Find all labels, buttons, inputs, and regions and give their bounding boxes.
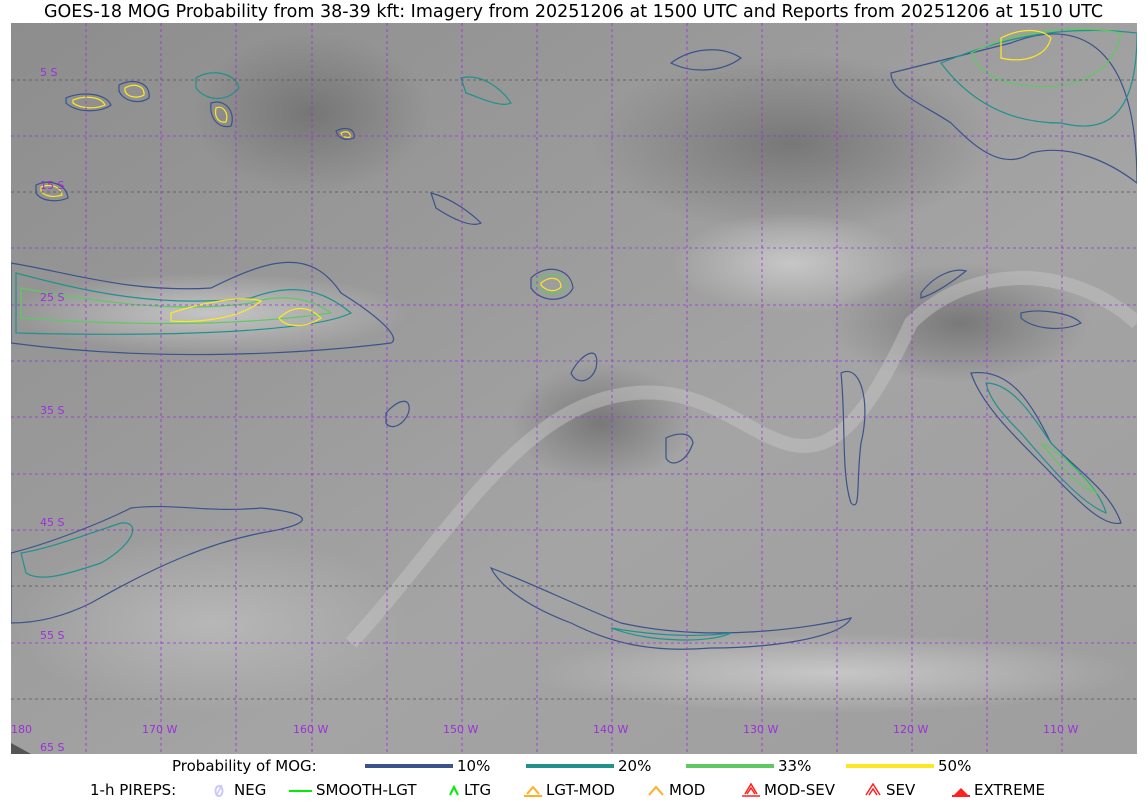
legend-label: SMOOTH-LGT (316, 781, 417, 799)
pirep-legend-label: 1-h PIREPS: (90, 781, 177, 799)
legend-label: MOD (669, 781, 706, 799)
mod-icon (648, 785, 664, 796)
legend-item-33: 33% (686, 755, 811, 777)
lon-label: 110 W (1043, 723, 1078, 736)
legend-item-50: 50% (846, 755, 971, 777)
mod-sev-icon (742, 782, 760, 797)
sev-icon (865, 782, 881, 796)
legend-item-lgt-mod: LGT-MOD (522, 779, 615, 801)
swatch (686, 764, 774, 768)
lon-label: 150 W (443, 723, 478, 736)
legend-label: 10% (457, 757, 491, 775)
legend-item-neg: NEG (210, 779, 266, 801)
lat-label: 65 S (40, 741, 64, 754)
legend-item-sev: SEV (862, 779, 915, 801)
smooth-lgt-icon (289, 790, 312, 792)
lat-labels: 5 S 15 S 25 S 35 S 45 S 55 S 65 S (40, 66, 64, 754)
legend-label: MOD-SEV (764, 781, 835, 799)
satellite-map: 180 170 W 160 W 150 W 140 W 130 W 120 W … (11, 23, 1137, 754)
lat-label: 15 S (40, 179, 64, 192)
lon-label: 130 W (743, 723, 778, 736)
swatch (526, 764, 614, 768)
lat-label: 55 S (40, 629, 64, 642)
lon-label: 140 W (593, 723, 628, 736)
neg-icon (214, 784, 224, 797)
lat-lon-grid (11, 23, 1137, 754)
lon-label: 120 W (893, 723, 928, 736)
ltg-icon (449, 784, 459, 796)
lon-label: 170 W (142, 723, 177, 736)
lgt-mod-icon (524, 785, 542, 797)
legend-label: LGT-MOD (546, 781, 615, 799)
pirep-legend: 1-h PIREPS: NEG SMOOTH-LGT LTG LGT-MOD M… (0, 779, 1147, 801)
legend-item-extreme: EXTREME (950, 779, 1045, 801)
legend-label: 50% (938, 757, 972, 775)
probability-legend: Probability of MOG: 10% 20% 33% 50% (0, 755, 1147, 777)
legend-label: 33% (778, 757, 812, 775)
swatch (846, 764, 934, 768)
legend-label: 20% (618, 757, 652, 775)
lon-label: 160 W (293, 723, 328, 736)
legend-item-smooth-lgt: SMOOTH-LGT (288, 779, 417, 801)
lat-label: 5 S (40, 66, 57, 79)
legend-item-mod-sev: MOD-SEV (740, 779, 835, 801)
legend-item-10: 10% (365, 755, 490, 777)
mog-probability-contours (11, 28, 1137, 650)
legend-item-ltg: LTG (446, 779, 491, 801)
lat-label: 35 S (40, 404, 64, 417)
lat-label: 45 S (40, 516, 64, 529)
lon-label: 180 (11, 723, 32, 736)
legend-item-20: 20% (526, 755, 651, 777)
legend-label: LTG (464, 781, 492, 799)
probability-legend-label: Probability of MOG: (172, 757, 317, 775)
lat-label: 25 S (40, 291, 64, 304)
swatch (365, 764, 453, 768)
extreme-icon (952, 788, 970, 797)
legend-label: SEV (886, 781, 916, 799)
legend-label: NEG (234, 781, 267, 799)
legend-label: EXTREME (974, 781, 1045, 799)
legend-item-mod: MOD (645, 779, 705, 801)
chart-title: GOES-18 MOG Probability from 38-39 kft: … (43, 2, 1104, 22)
lon-labels: 180 170 W 160 W 150 W 140 W 130 W 120 W … (11, 723, 1078, 736)
